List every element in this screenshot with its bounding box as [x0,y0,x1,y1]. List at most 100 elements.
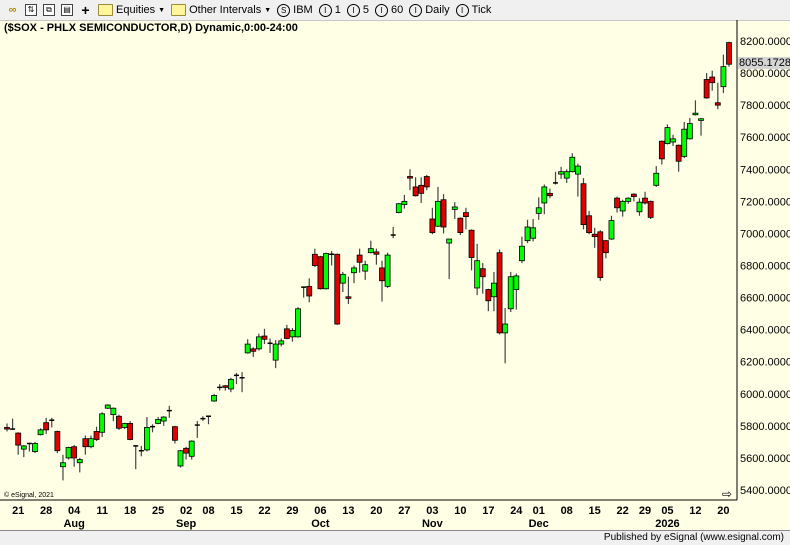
candle-down [463,212,469,217]
candle-down [479,268,486,278]
x-tick-label: 08 [202,505,214,517]
candle-down [379,267,385,282]
interval-label: Tick [471,4,492,16]
candlestick-chart[interactable]: 8200.0000 8000.0000 7800.0000 7600.0000 7400… [0,0,790,530]
interval-60-button[interactable]: I 60 [374,3,404,17]
candle-down [172,426,178,441]
add-button[interactable]: + [79,1,92,18]
candle-up [664,127,671,145]
interval-label: 60 [390,4,404,16]
folder-icon [171,4,187,16]
x-tick-label: 20 [370,505,382,517]
copy-button[interactable]: ⧉ [43,4,55,16]
candle-down [93,431,100,440]
candle-up [563,171,570,179]
candle-up [351,267,357,274]
y-tick-label: 6800.0000 [740,261,790,273]
x-tick-label: 27 [398,505,410,517]
candle-up [670,138,676,143]
candle-up [535,207,542,214]
candle-up [569,156,576,173]
candle-up [255,336,262,350]
candle-up [144,427,150,451]
x-tick-label: 15 [589,505,601,517]
symbol-ibm-button[interactable]: S IBM [277,3,313,17]
candle-up [155,419,162,424]
candle-down [597,231,604,278]
candle-up [720,66,727,88]
folder-icon [98,4,113,16]
candle-up [278,340,285,345]
refresh-icon: ⇅ [25,4,37,16]
candle-up [401,200,408,205]
interval-tick-button[interactable]: I Tick [455,3,492,17]
candle-up [160,416,167,422]
candle-up [574,165,581,175]
x-tick-label: 29 [639,505,651,517]
link-button[interactable]: ∞ [6,4,19,17]
candle-up [76,459,83,464]
candle-up [60,462,66,468]
candle-down [658,140,665,160]
candle-up [625,197,632,202]
properties-icon: ▤ [61,4,73,16]
candle-down [586,215,592,234]
candle-up [339,273,346,284]
refresh-button[interactable]: ⇅ [25,4,37,16]
properties-button[interactable]: ▤ [61,4,73,16]
candle-up [608,220,615,240]
candle-up [177,450,184,467]
candle-down [457,217,464,234]
interval-icon: I [318,3,332,17]
x-month-label: Dec [529,518,549,530]
x-tick-label: 21 [12,505,24,517]
last-price-label: 8055.1728 [738,57,790,69]
candle-down [222,385,229,388]
candle-down [642,197,648,204]
y-tick-label: 7800.0000 [740,100,790,112]
x-tick-label: 22 [617,505,629,517]
x-tick-label: 28 [40,505,52,517]
x-tick-label: 05 [661,505,673,517]
x-tick-label: 24 [510,505,523,517]
equities-label: Equities [116,4,156,16]
x-month-label: Nov [422,518,444,530]
candle-up [188,440,195,457]
candle-down [630,193,637,197]
candle-up [474,260,481,289]
x-tick-label: 29 [286,505,298,517]
candle-down [440,199,447,228]
candle-down [714,102,721,106]
candle-up [686,123,693,140]
y-tick-label: 5600.0000 [740,453,790,465]
x-tick-label: 10 [454,505,466,517]
candle-up [524,226,531,242]
candle-up [558,171,565,175]
equities-dropdown[interactable]: Equities ▼ [98,4,165,16]
x-tick-label: 17 [482,505,494,517]
candle-up [88,438,94,448]
candle-down [614,197,620,209]
candle-down [602,240,609,254]
candle-up [491,282,497,298]
candle-down [423,176,430,188]
x-tick-label: 22 [258,505,270,517]
other-intervals-dropdown[interactable]: Other Intervals ▼ [171,4,271,16]
interval-daily-button[interactable]: I Daily [409,3,450,17]
candle-up [37,429,44,436]
status-bar: Published by eSignal (www.esignal.com) [0,530,790,545]
plus-icon: + [81,1,90,18]
candle-up [323,253,329,290]
scroll-right-icon[interactable]: ⇨ [722,487,732,501]
x-tick-label: 20 [717,505,729,517]
candle-down [317,256,324,290]
footer-text: Published by eSignal (www.esignal.com) [603,532,784,543]
candle-up [32,443,38,452]
candle-down [311,253,318,266]
candle-up [395,203,402,213]
x-tick-label: 04 [68,505,81,517]
x-tick-label: 18 [124,505,136,517]
candle-down [250,348,257,352]
